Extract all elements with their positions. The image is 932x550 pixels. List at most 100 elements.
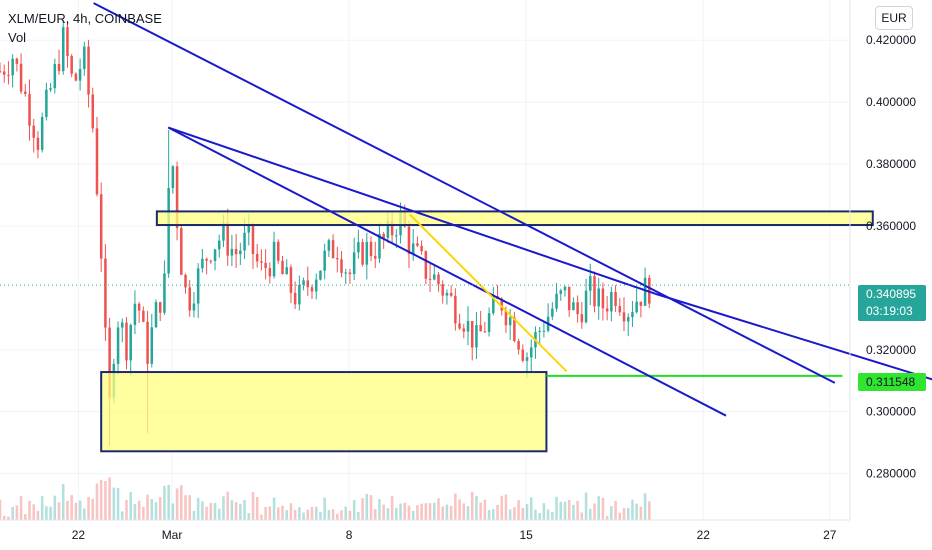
candle-body — [319, 270, 322, 280]
volume-bar — [517, 500, 520, 520]
candle-body — [310, 287, 314, 292]
price-axis[interactable]: 0.420000 0.400000 0.380000 0.360000 0.320000… — [866, 33, 916, 480]
candle-body — [49, 88, 52, 90]
volume-bar — [281, 505, 284, 520]
volume-bar — [614, 501, 617, 520]
volume-bars — [0, 477, 651, 520]
candlesticks — [0, 19, 651, 446]
candle-body — [104, 258, 107, 328]
volume-bar — [213, 502, 217, 520]
volume-bar — [504, 494, 508, 520]
volume-bar — [378, 499, 381, 520]
candle-body — [508, 317, 512, 326]
volume-bar — [158, 497, 162, 520]
candle-body — [626, 317, 630, 322]
candle-body — [146, 321, 149, 364]
candle-body — [247, 223, 251, 233]
volume-bar — [373, 509, 377, 520]
volume-bar — [597, 496, 600, 520]
volume-indicator-label[interactable]: Vol — [8, 30, 27, 45]
candle-body — [551, 308, 554, 317]
volume-bar — [40, 496, 44, 520]
candle-body — [192, 303, 196, 311]
volume-bar — [546, 509, 550, 520]
candle-body — [331, 240, 335, 259]
candle-body — [217, 240, 221, 250]
volume-bar — [302, 512, 305, 520]
current-price-tag: 0.340895 03:19:03 — [858, 285, 926, 321]
candle-body — [234, 248, 238, 255]
volume-bar — [576, 500, 579, 520]
candle-body — [226, 222, 229, 256]
price-tick-label: 0.300000 — [866, 405, 916, 419]
volume-bar — [610, 506, 613, 520]
volume-bar — [19, 496, 23, 520]
candle-body — [470, 321, 474, 348]
volume-bar — [268, 506, 272, 520]
volume-bar — [639, 506, 643, 520]
price-tick-label: 0.400000 — [866, 95, 916, 109]
candle-body — [175, 166, 179, 229]
volume-bar — [470, 491, 474, 520]
volume-bar — [2, 515, 6, 520]
time-axis[interactable]: 22Mar8152227Ap — [72, 528, 932, 542]
volume-bar — [154, 502, 158, 520]
candle-body — [416, 243, 419, 246]
candle-body — [78, 69, 82, 81]
volume-bar — [631, 499, 634, 520]
candle-body — [2, 71, 6, 75]
candle-body — [487, 313, 491, 332]
candle-body — [36, 137, 40, 150]
volume-bar — [163, 485, 166, 520]
volume-bar — [593, 503, 596, 520]
candle-body — [184, 274, 187, 288]
candle-body — [521, 349, 525, 361]
volume-bar — [399, 503, 402, 520]
candle-body — [239, 250, 242, 255]
volume-bar — [567, 500, 571, 520]
candle-body — [458, 323, 461, 329]
volume-bar — [369, 495, 373, 520]
candle-body — [137, 303, 141, 311]
candle-body — [15, 58, 19, 64]
current-price-value: 0.340895 — [866, 287, 917, 301]
volume-bar — [83, 508, 86, 520]
volume-bar — [125, 499, 128, 520]
candle-countdown: 03:19:03 — [866, 304, 913, 318]
candle-body — [306, 280, 310, 288]
volume-bar — [487, 509, 491, 520]
volume-bar — [483, 499, 487, 520]
volume-bar — [121, 511, 124, 520]
candle-body — [116, 327, 120, 364]
candle-body — [285, 267, 288, 275]
candle-body — [580, 314, 584, 323]
volume-bar — [45, 506, 48, 520]
candle-body — [142, 310, 145, 322]
candle-body — [66, 27, 69, 57]
volume-bar — [643, 493, 647, 520]
volume-bar — [538, 513, 541, 520]
candle-body — [639, 301, 643, 306]
volume-bar — [559, 501, 563, 520]
candle-body — [255, 253, 259, 262]
volume-bar — [580, 512, 584, 520]
currency-button[interactable]: EUR — [875, 6, 913, 30]
candle-body — [150, 327, 154, 364]
volume-bar — [0, 499, 2, 520]
candle-body — [298, 284, 301, 305]
candle-body — [390, 221, 394, 236]
candle-body — [424, 251, 428, 279]
volume-bar — [437, 498, 440, 520]
volume-bar — [589, 508, 592, 520]
volume-bar — [407, 505, 411, 520]
price-tick-label: 0.280000 — [866, 467, 916, 481]
volume-bar — [445, 504, 449, 520]
volume-bar — [331, 509, 335, 520]
candle-body — [373, 256, 377, 259]
candle-body — [45, 89, 48, 117]
candle-body — [555, 293, 558, 309]
volume-bar — [635, 503, 638, 520]
candle-body — [631, 312, 634, 318]
volume-bar — [175, 488, 179, 520]
